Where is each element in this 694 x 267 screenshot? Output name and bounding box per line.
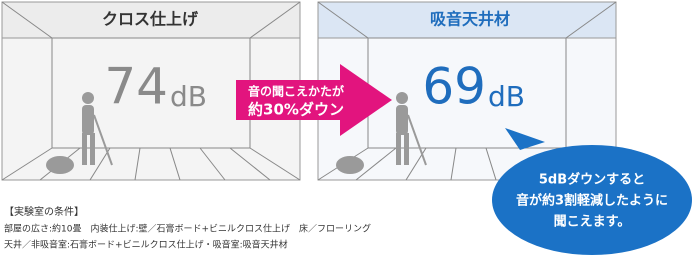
conditions-heading: 【実験室の条件】 <box>4 205 84 218</box>
bubble-text: 5dBダウンすると <box>539 172 645 188</box>
bubble-text: 聞こえます。 <box>554 215 631 230</box>
db-unit: dB <box>170 80 207 113</box>
panel-title: 吸音天井材 <box>430 10 510 29</box>
arrow-text: 約30%ダウン <box>248 101 344 119</box>
db-number: 74 <box>104 58 168 116</box>
conditions-line: 部屋の広さ:約10畳 内装仕上げ:壁／石膏ボード+ビニルクロス仕上げ 床／フロー… <box>4 223 371 235</box>
conditions-line: 天井／非吸音室:石膏ボード+ビニルクロス仕上げ・吸音室:吸音天井材 <box>4 239 288 251</box>
speech-bubble: 5dBダウンすると 音が約3割軽減したように 聞こえます。 <box>492 128 692 255</box>
bubble-text: 音が約3割軽減したように <box>516 193 668 209</box>
db-number: 69 <box>422 58 486 116</box>
db-unit: dB <box>488 80 525 113</box>
panel-title: クロス仕上げ <box>102 10 199 29</box>
arrow-text: 音の聞こえかたが <box>248 84 344 99</box>
infographic: クロス仕上げ 74 dB 吸音天井材 69 dB 音の聞こえかたが 約30%ダウ… <box>0 0 694 267</box>
